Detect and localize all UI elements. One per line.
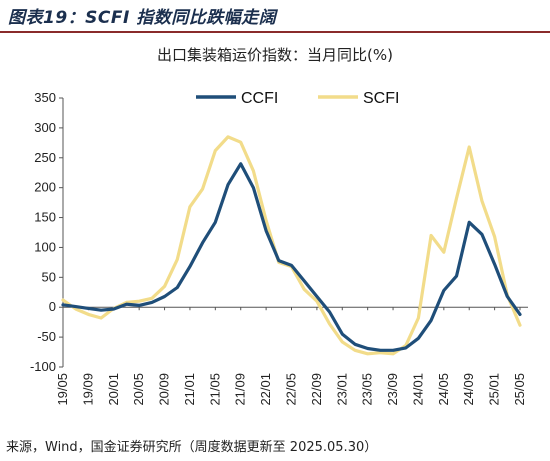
x-tick-label: 21/09: [233, 373, 248, 406]
source-footer: 来源，Wind，国金证券研究所（周度数据更新至 2025.05.30）: [6, 440, 378, 455]
x-tick-label: 23/01: [334, 373, 349, 406]
legend-label-scfi: SCFI: [363, 90, 399, 107]
legend-label-ccfi: CCFI: [241, 90, 278, 107]
y-tick-label: 100: [34, 239, 56, 254]
y-tick-label: -50: [37, 329, 56, 344]
y-tick-label: 250: [34, 150, 56, 165]
y-tick-label: 0: [49, 299, 56, 314]
x-tick-label: 25/01: [487, 373, 502, 406]
y-tick-label: 200: [34, 180, 56, 195]
figure-title: 图表19：SCFI 指数同比跌幅走阔: [8, 7, 277, 28]
x-tick-label: 23/05: [360, 373, 375, 406]
header-divider: [0, 31, 550, 33]
x-tick-label: 22/09: [309, 373, 324, 406]
x-tick-label: 24/01: [410, 373, 425, 406]
y-tick-label: -100: [30, 359, 56, 374]
x-tick-label: 22/01: [258, 373, 273, 406]
y-tick-label: 300: [34, 120, 56, 135]
x-tick-label: 24/09: [461, 373, 476, 406]
x-tick-label: 21/01: [182, 373, 197, 406]
x-tick-label: 20/09: [157, 373, 172, 406]
x-tick-label: 25/05: [512, 373, 527, 406]
x-tick-label: 19/09: [80, 373, 95, 406]
x-tick-label: 23/09: [385, 373, 400, 406]
x-tick-label: 22/05: [284, 373, 299, 406]
chart-title: 出口集装箱运价指数：当月同比(%): [157, 46, 393, 64]
y-tick-label: 350: [34, 90, 56, 105]
x-tick-label: 20/01: [106, 373, 121, 406]
figure-header: 图表19：SCFI 指数同比跌幅走阔: [0, 0, 550, 30]
series-line-scfi: [61, 135, 522, 356]
x-tick-label: 24/05: [436, 373, 451, 406]
y-tick-label: 150: [34, 210, 56, 225]
series-line-ccfi: [61, 162, 522, 352]
x-tick-label: 19/05: [55, 373, 70, 406]
x-tick-label: 20/05: [131, 373, 146, 406]
x-tick-label: 21/05: [207, 373, 222, 406]
y-tick-label: 50: [42, 269, 56, 284]
